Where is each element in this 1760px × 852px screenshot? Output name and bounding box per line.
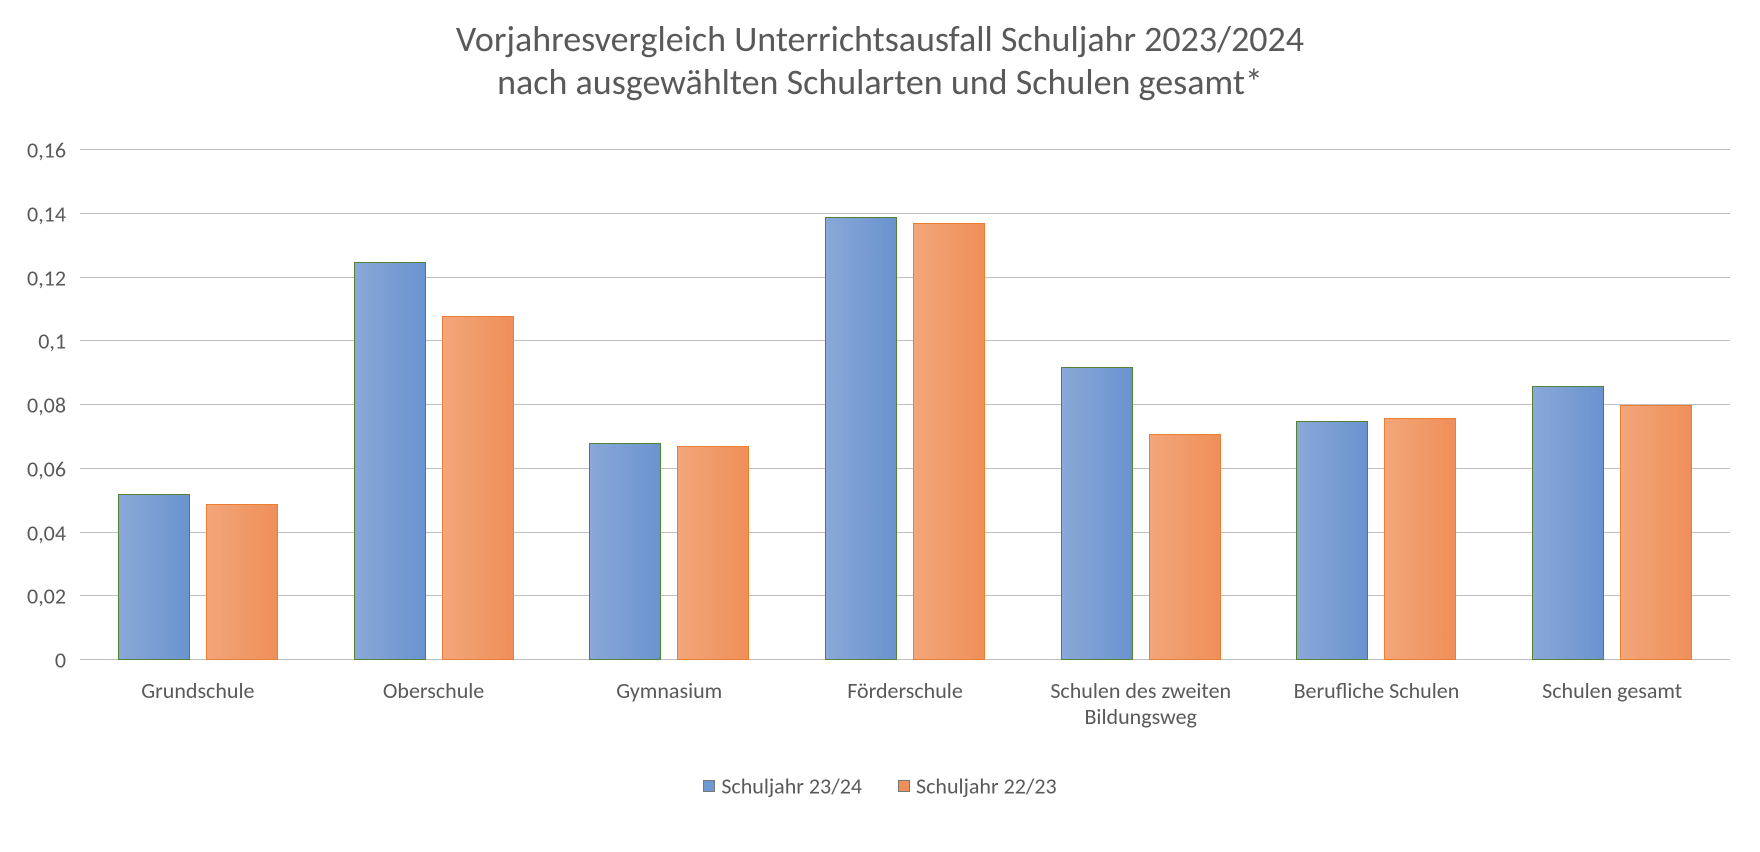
bar <box>1620 405 1692 660</box>
y-tick-label: 0,04 <box>27 519 80 546</box>
bar <box>1149 434 1221 660</box>
bar <box>1296 421 1368 660</box>
y-tick-label: 0,06 <box>27 455 80 482</box>
x-tick-label: Schulen des zweiten Bildungsweg <box>1023 678 1259 731</box>
y-tick-label: 0,1 <box>38 328 80 355</box>
legend-swatch <box>703 780 715 792</box>
legend-item: Schuljahr 22/23 <box>898 770 1057 799</box>
bar-group <box>551 150 787 660</box>
y-tick-label: 0,12 <box>27 264 80 291</box>
legend-swatch <box>898 780 910 792</box>
bar-chart: Vorjahresvergleich Unterrichtsausfall Sc… <box>0 0 1760 852</box>
bar-groups <box>80 150 1730 660</box>
bar <box>677 446 749 660</box>
bar <box>589 443 661 660</box>
legend-label: Schuljahr 23/24 <box>721 772 862 799</box>
y-tick-label: 0,02 <box>27 583 80 610</box>
bar-group <box>1494 150 1730 660</box>
legend-label: Schuljahr 22/23 <box>916 772 1057 799</box>
bar <box>206 504 278 660</box>
y-tick-label: 0,14 <box>27 200 80 227</box>
bar <box>442 316 514 660</box>
bar-group <box>316 150 552 660</box>
bar-group <box>787 150 1023 660</box>
legend: Schuljahr 23/24 Schuljahr 22/23 <box>0 770 1760 799</box>
bar <box>1384 418 1456 660</box>
chart-title-line1: Vorjahresvergleich Unterrichtsausfall Sc… <box>0 18 1760 61</box>
bar <box>354 262 426 660</box>
bar <box>1532 386 1604 660</box>
bar <box>913 223 985 660</box>
chart-title: Vorjahresvergleich Unterrichtsausfall Sc… <box>0 18 1760 104</box>
bar <box>118 494 190 660</box>
chart-title-line2: nach ausgewählten Schularten und Schulen… <box>0 61 1760 104</box>
bar-group <box>1259 150 1495 660</box>
x-tick-label: Grundschule <box>80 678 316 704</box>
bar-group <box>1023 150 1259 660</box>
y-tick-label: 0 <box>55 647 80 674</box>
bar <box>825 217 897 660</box>
plot-area: 00,020,040,060,080,10,120,140,16 <box>80 150 1730 660</box>
x-tick-label: Schulen gesamt <box>1494 678 1730 704</box>
y-tick-label: 0,16 <box>27 137 80 164</box>
x-tick-label: Förderschule <box>787 678 1023 704</box>
x-tick-label: Berufliche Schulen <box>1259 678 1495 704</box>
legend-item: Schuljahr 23/24 <box>703 770 862 799</box>
x-tick-label: Gymnasium <box>551 678 787 704</box>
y-tick-label: 0,08 <box>27 392 80 419</box>
bar-group <box>80 150 316 660</box>
x-tick-label: Oberschule <box>316 678 552 704</box>
bar <box>1061 367 1133 660</box>
